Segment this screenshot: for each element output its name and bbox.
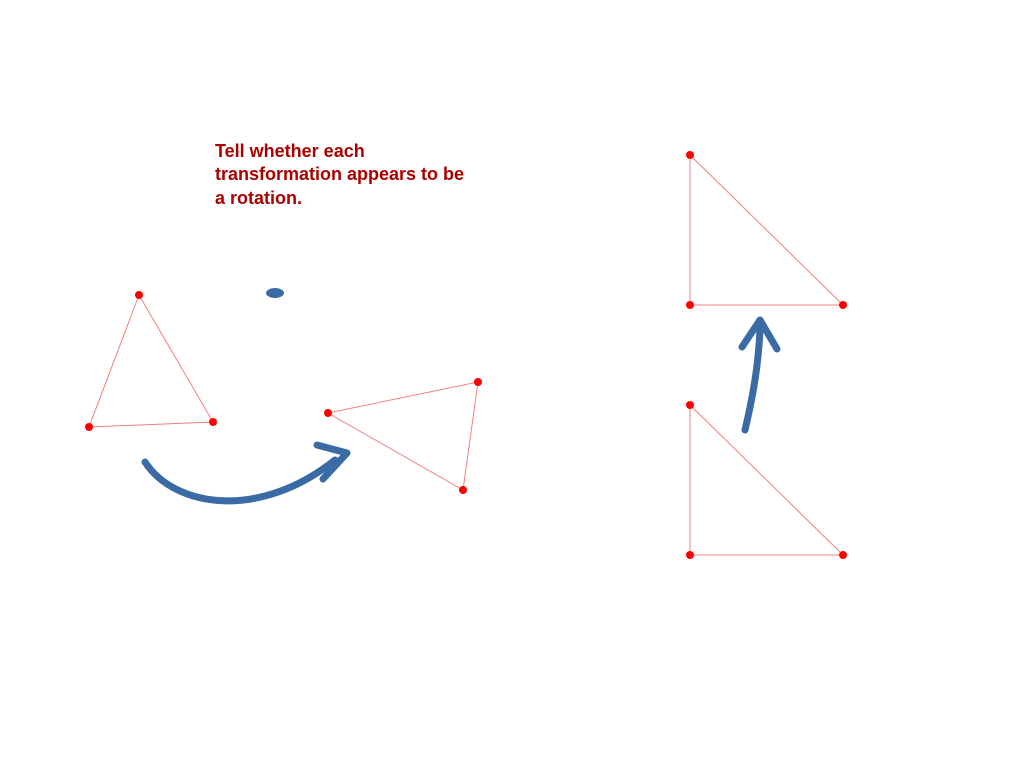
arrow-curve bbox=[145, 460, 335, 501]
triangle-shape bbox=[690, 155, 843, 305]
triangle-shape bbox=[690, 405, 843, 555]
vertex-dot bbox=[839, 551, 847, 559]
vertex-dot bbox=[686, 401, 694, 409]
vertex-dot bbox=[209, 418, 217, 426]
vertex-dot bbox=[459, 486, 467, 494]
vertex-dot bbox=[324, 409, 332, 417]
triangle-left-upper bbox=[89, 295, 213, 427]
vertex-dot bbox=[686, 151, 694, 159]
vertex-dot bbox=[85, 423, 93, 431]
triangle-shape bbox=[89, 295, 213, 427]
blue-dot bbox=[266, 288, 284, 298]
vertex-dot bbox=[135, 291, 143, 299]
arrow-right bbox=[742, 320, 777, 430]
triangle-right-upper bbox=[690, 155, 843, 305]
vertex-dot bbox=[839, 301, 847, 309]
arrow-left bbox=[145, 445, 347, 501]
triangle-left-lower bbox=[328, 382, 478, 490]
vertex-dot bbox=[474, 378, 482, 386]
diagram-canvas bbox=[0, 0, 1024, 768]
triangle-shape bbox=[328, 382, 478, 490]
vertex-dot bbox=[686, 551, 694, 559]
vertex-dot bbox=[686, 301, 694, 309]
triangle-right-lower bbox=[690, 405, 843, 555]
